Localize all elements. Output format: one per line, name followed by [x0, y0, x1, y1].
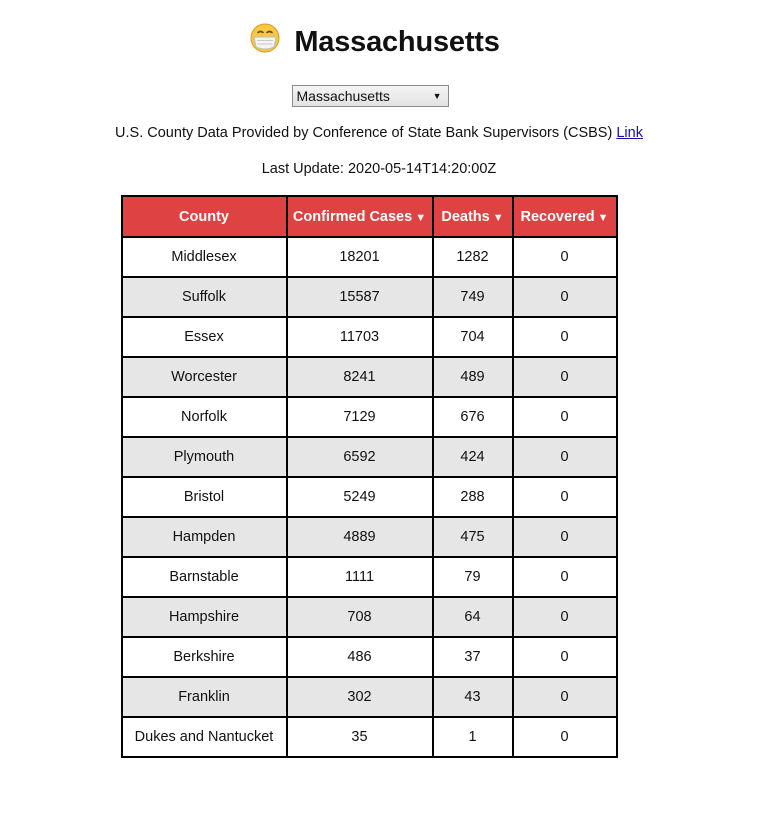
table-row: Worcester 8241 489 0	[120, 356, 618, 398]
confirmed-cases-cell: 7129	[285, 396, 434, 438]
recovered-cell: 0	[511, 476, 618, 518]
county-cell: Suffolk	[120, 276, 288, 318]
state-select[interactable]: Massachusetts ▼	[291, 85, 449, 107]
deaths-cell: 704	[431, 316, 514, 358]
county-cell: Barnstable	[120, 556, 288, 598]
column-header-label: Confirmed Cases	[292, 208, 413, 225]
deaths-cell: 64	[431, 596, 514, 638]
table-row: Barnstable 1111 79 0	[120, 556, 618, 598]
recovered-cell: 0	[511, 316, 618, 358]
confirmed-cases-cell: 1111	[285, 556, 434, 598]
deaths-cell: 676	[431, 396, 514, 438]
column-header-label: County	[179, 208, 229, 225]
table-row: Franklin 302 43 0	[120, 676, 618, 718]
recovered-cell: 0	[511, 436, 618, 478]
county-cell: Dukes and Nantucket	[120, 716, 288, 758]
deaths-cell: 475	[431, 516, 514, 558]
county-cell: Berkshire	[120, 636, 288, 678]
recovered-cell: 0	[511, 556, 618, 598]
table-header-row: County Confirmed Cases ▼ Deaths ▼ Recovere…	[120, 195, 618, 238]
confirmed-cases-cell: 18201	[285, 236, 434, 278]
confirmed-cases-cell: 15587	[285, 276, 434, 318]
table-row: Suffolk 15587 749 0	[120, 276, 618, 318]
deaths-cell: 43	[431, 676, 514, 718]
table-row: Middlesex 18201 1282 0	[120, 236, 618, 278]
recovered-cell: 0	[511, 356, 618, 398]
confirmed-cases-cell: 4889	[285, 516, 434, 558]
confirmed-cases-cell: 5249	[285, 476, 434, 518]
confirmed-cases-cell: 11703	[285, 316, 434, 358]
table-row: Plymouth 6592 424 0	[120, 436, 618, 478]
deaths-cell: 79	[431, 556, 514, 598]
table-row: Essex 11703 704 0	[120, 316, 618, 358]
page-header: Massachusetts	[250, 22, 500, 62]
table-row: Hampden 4889 475 0	[120, 516, 618, 558]
sort-arrow-icon: ▼	[492, 211, 504, 224]
recovered-cell: 0	[511, 276, 618, 318]
column-header-deaths[interactable]: Deaths ▼	[431, 195, 514, 238]
confirmed-cases-cell: 708	[285, 596, 434, 638]
recovered-cell: 0	[511, 596, 618, 638]
county-cell: Bristol	[120, 476, 288, 518]
deaths-cell: 489	[431, 356, 514, 398]
chevron-down-icon: ▼	[432, 91, 442, 101]
county-cell: Hampden	[120, 516, 288, 558]
confirmed-cases-cell: 486	[285, 636, 434, 678]
table-row: Berkshire 486 37 0	[120, 636, 618, 678]
county-cell: Franklin	[120, 676, 288, 718]
column-header-county[interactable]: County	[120, 195, 288, 238]
data-source-link[interactable]: Link	[616, 125, 643, 141]
data-source-line: U.S. County Data Provided by Conference …	[115, 123, 643, 143]
column-header-label: Recovered	[520, 208, 595, 225]
deaths-cell: 424	[431, 436, 514, 478]
page-title: Massachusetts	[294, 25, 500, 58]
deaths-cell: 288	[431, 476, 514, 518]
data-source-text: U.S. County Data Provided by Conference …	[115, 125, 613, 141]
deaths-cell: 37	[431, 636, 514, 678]
deaths-cell: 1	[431, 716, 514, 758]
table-row: Dukes and Nantucket 35 1 0	[120, 716, 618, 758]
county-cell: Essex	[120, 316, 288, 358]
county-cell: Worcester	[120, 356, 288, 398]
sort-arrow-icon: ▼	[597, 211, 609, 224]
county-cell: Plymouth	[120, 436, 288, 478]
column-header-confirmed-cases[interactable]: Confirmed Cases ▼	[285, 195, 434, 238]
last-update-text: Last Update: 2020-05-14T14:20:00Z	[261, 161, 497, 177]
face-with-medical-mask-icon	[250, 23, 280, 53]
table-row: Bristol 5249 288 0	[120, 476, 618, 518]
sort-arrow-icon: ▼	[415, 211, 427, 224]
deaths-cell: 749	[431, 276, 514, 318]
confirmed-cases-cell: 35	[285, 716, 434, 758]
confirmed-cases-cell: 302	[285, 676, 434, 718]
page: Massachusetts Massachusetts ▼ U.S. Count…	[115, 22, 643, 758]
recovered-cell: 0	[511, 396, 618, 438]
confirmed-cases-cell: 6592	[285, 436, 434, 478]
recovered-cell: 0	[511, 676, 618, 718]
recovered-cell: 0	[511, 236, 618, 278]
table-row: Norfolk 7129 676 0	[120, 396, 618, 438]
state-select-value: Massachusetts	[296, 88, 390, 104]
confirmed-cases-cell: 8241	[285, 356, 434, 398]
county-cell: Norfolk	[120, 396, 288, 438]
deaths-cell: 1282	[431, 236, 514, 278]
column-header-recovered[interactable]: Recovered ▼	[511, 195, 618, 238]
county-cell: Middlesex	[120, 236, 288, 278]
table-row: Hampshire 708 64 0	[120, 596, 618, 638]
county-cell: Hampshire	[120, 596, 288, 638]
recovered-cell: 0	[511, 636, 618, 678]
recovered-cell: 0	[511, 716, 618, 758]
recovered-cell: 0	[511, 516, 618, 558]
column-header-label: Deaths	[441, 208, 490, 225]
county-table: County Confirmed Cases ▼ Deaths ▼ Recovere…	[120, 195, 618, 758]
